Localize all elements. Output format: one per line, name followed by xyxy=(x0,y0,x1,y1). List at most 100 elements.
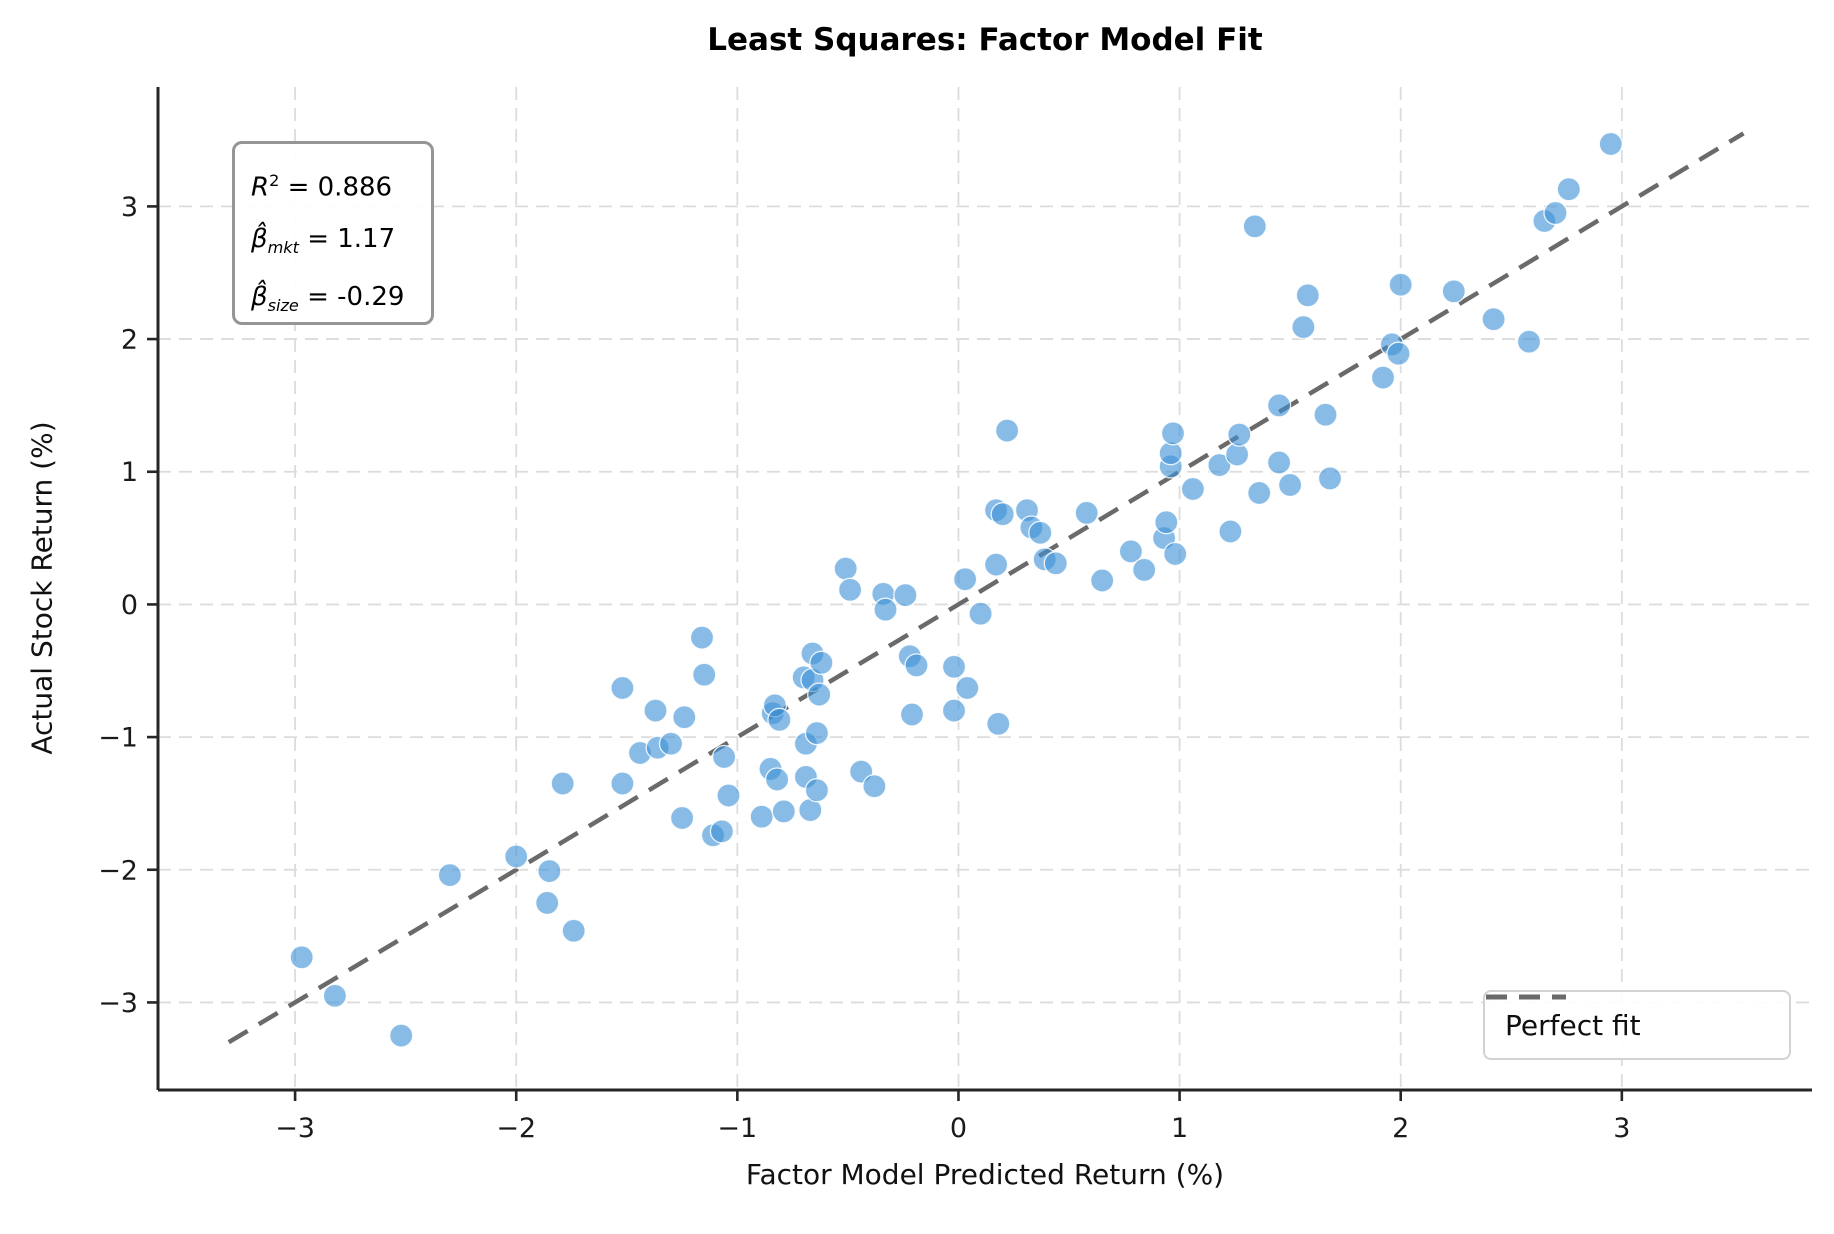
scatter-point xyxy=(994,418,1020,443)
y-tick-label: −3 xyxy=(98,988,138,1019)
scatter-point xyxy=(809,650,834,675)
legend-dash-sample xyxy=(1486,994,1566,1000)
y-tick-label: −2 xyxy=(98,855,138,886)
scatter-point xyxy=(1441,279,1466,304)
legend-label: Perfect fit xyxy=(1505,1008,1641,1042)
scatter-point xyxy=(1386,341,1411,366)
scatter-point xyxy=(535,890,560,916)
scatter-point xyxy=(711,744,737,770)
scatter-point xyxy=(1163,541,1188,567)
x-tick-label: 0 xyxy=(950,1113,967,1144)
scatter-point xyxy=(764,767,790,792)
scatter-point xyxy=(322,983,348,1008)
scatter-point xyxy=(504,844,529,869)
scatter-point xyxy=(899,702,925,727)
annotation-line-beta-mkt: β̂mkt = 1.17 xyxy=(251,224,396,258)
legend: Perfect fit xyxy=(1483,990,1791,1060)
scatter-point xyxy=(1074,500,1099,526)
x-tick-label: 1 xyxy=(1171,1113,1188,1144)
scatter-point xyxy=(990,502,1015,527)
scatter-point xyxy=(767,707,792,732)
scatter-point xyxy=(537,858,562,884)
x-tick-label: −2 xyxy=(496,1113,536,1144)
scatter-point xyxy=(689,625,715,650)
scatter-point xyxy=(833,556,858,581)
scatter-point xyxy=(289,945,314,970)
scatter-point xyxy=(1556,177,1581,202)
scatter-point xyxy=(952,567,978,592)
scatter-point xyxy=(1180,476,1206,502)
perfect-fit-line xyxy=(227,131,1745,1045)
scatter-point xyxy=(1043,551,1068,576)
y-tick-label: 2 xyxy=(121,325,138,356)
scatter-point xyxy=(1317,466,1343,491)
scatter-point xyxy=(561,918,586,943)
scatter-point xyxy=(904,653,929,678)
scatter-point xyxy=(771,799,796,824)
scatter-point xyxy=(669,805,695,831)
scatter-point xyxy=(749,804,774,829)
scatter-point xyxy=(986,711,1011,736)
scatter-point xyxy=(893,582,918,608)
scatter-point xyxy=(983,552,1009,577)
chart-title: Least Squares: Factor Model Fit xyxy=(707,22,1263,58)
scatter-point xyxy=(941,654,967,679)
scatter-point xyxy=(1207,452,1232,478)
scatter-point xyxy=(692,662,717,687)
scatter-point xyxy=(610,675,635,701)
scatter-point xyxy=(672,705,697,730)
stats-annotation-box: R2 = 0.886 β̂mkt = 1.17 β̂size = -0.29 xyxy=(232,141,434,325)
scatter-point xyxy=(1313,402,1338,427)
scatter-point xyxy=(873,597,898,622)
scatter-point xyxy=(941,698,967,723)
scatter-point xyxy=(1543,200,1568,226)
scatter-point xyxy=(709,819,735,844)
annotation-line-r-squared: R2 = 0.886 xyxy=(251,171,393,203)
scatter-point xyxy=(610,771,635,796)
scatter-point xyxy=(1481,307,1506,332)
scatter-point xyxy=(1266,393,1292,418)
scatter-point xyxy=(1598,131,1623,157)
scatter-point xyxy=(1218,519,1243,544)
scatter-point xyxy=(1028,520,1053,545)
scatter-point xyxy=(1227,422,1252,447)
scatter-point xyxy=(1277,472,1303,498)
scatter-point xyxy=(955,675,980,701)
scatter-point xyxy=(804,720,830,746)
scatter-point xyxy=(389,1023,414,1048)
scatter-point xyxy=(837,577,863,602)
scatter-point xyxy=(1160,421,1186,446)
x-axis-label: Factor Model Predicted Return (%) xyxy=(745,1158,1225,1191)
scatter-point xyxy=(968,601,993,626)
x-tick-label: 3 xyxy=(1613,1113,1630,1144)
y-tick-label: −1 xyxy=(98,723,138,754)
scatter-point xyxy=(1291,314,1316,340)
x-tick-label: 2 xyxy=(1392,1113,1409,1144)
annotation-line-beta-size: β̂size = -0.29 xyxy=(251,282,405,316)
scatter-point xyxy=(1516,329,1542,354)
y-tick-label: 3 xyxy=(121,192,138,223)
scatter-point xyxy=(1154,510,1179,535)
scatter-point xyxy=(862,774,887,799)
x-tick-label: −3 xyxy=(275,1113,315,1144)
axis-ticks: −3 −2 −1 0 1 2 3 −3 −2 −1 0 1 2 3 xyxy=(98,192,1630,1144)
y-axis-label: Actual Stock Return (%) xyxy=(25,421,59,755)
scatter-point xyxy=(658,731,684,756)
scatter-points xyxy=(289,131,1623,1048)
scatter-point xyxy=(1242,214,1267,239)
scatter-point xyxy=(1266,450,1292,475)
y-tick-label: 0 xyxy=(121,590,138,621)
scatter-point xyxy=(643,698,668,723)
scatter-point xyxy=(807,682,832,707)
scatter-point xyxy=(1118,539,1144,564)
scatter-point xyxy=(1295,283,1320,308)
scatter-point xyxy=(1370,365,1396,390)
scatter-point xyxy=(804,778,830,803)
x-tick-label: −1 xyxy=(717,1113,757,1144)
scatter-point xyxy=(1247,480,1272,506)
scatter-point xyxy=(550,771,575,796)
scatter-point xyxy=(437,862,463,888)
scatter-point xyxy=(716,783,741,808)
